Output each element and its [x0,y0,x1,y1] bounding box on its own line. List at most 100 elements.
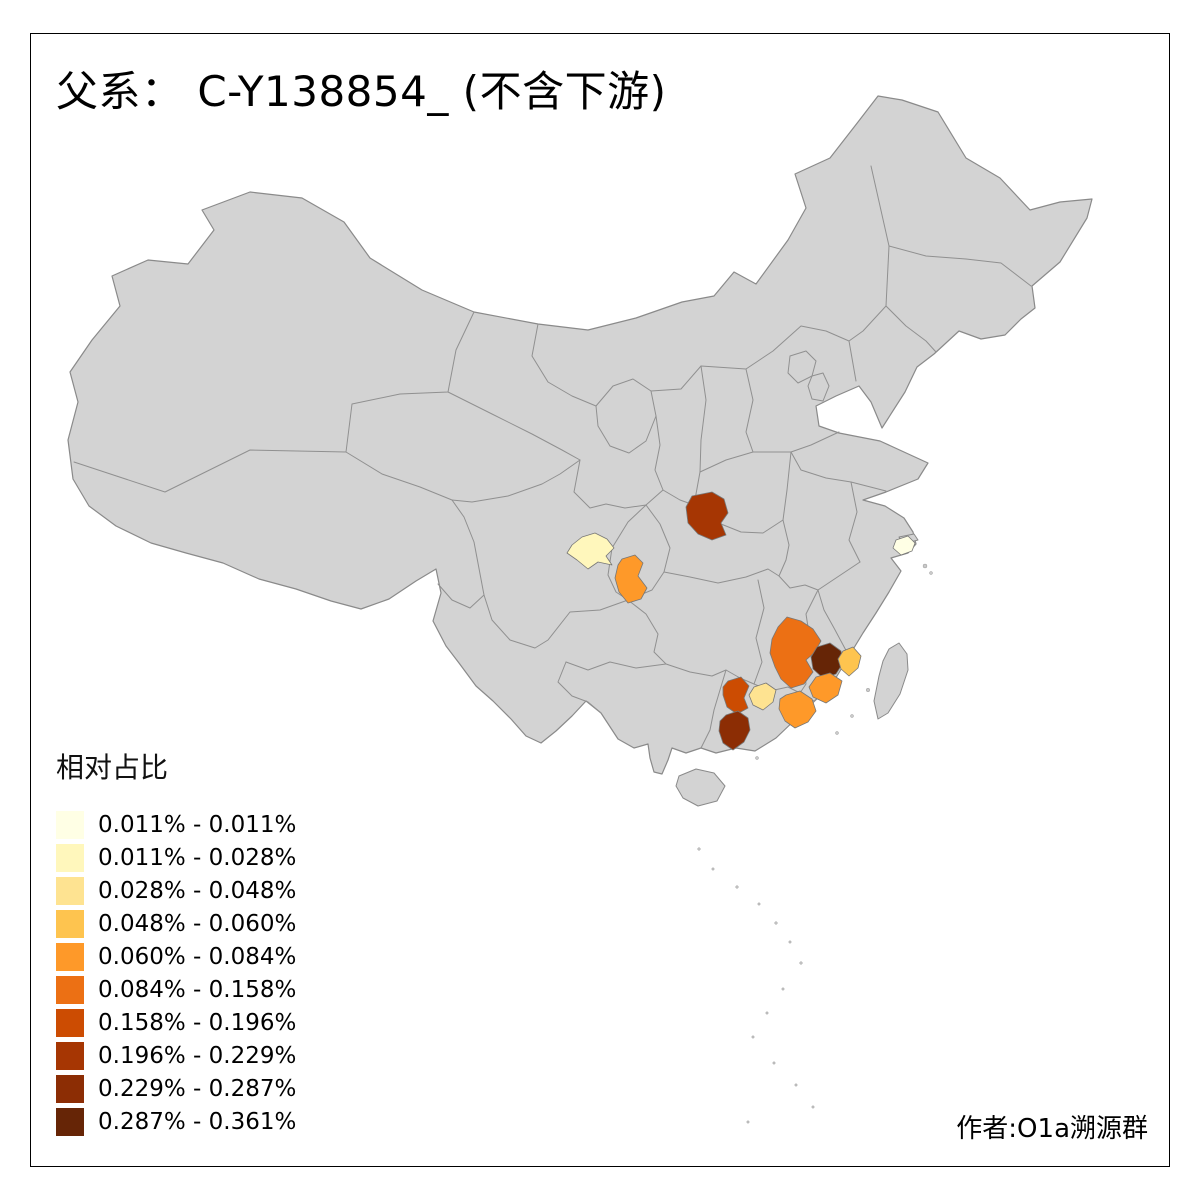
island-speck [781,987,785,991]
map-region-highlight-12 [892,535,916,556]
island-speck [799,961,803,965]
province-border [699,451,792,473]
legend-item: 0.229% - 0.287% [56,1072,296,1105]
legend-item: 0.028% - 0.048% [56,874,296,907]
province-border [531,323,597,407]
island-speck [788,940,792,944]
province-border [817,589,850,657]
province-border [790,451,887,492]
legend-swatch [56,876,84,905]
map-title: 父系： C-Y138854_ (不含下游) [56,67,667,116]
legend-swatch-color [56,942,84,971]
legend-item: 0.011% - 0.011% [56,808,296,841]
island-speck [755,756,759,760]
island-taiwan [873,642,909,720]
island-speck [865,687,871,693]
island-specks [697,563,933,1124]
map-region-highlight-6 [837,646,862,677]
map-region-highlight-7 [808,672,843,704]
legend-label: 0.229% - 0.287% [98,1075,297,1102]
province-border [817,561,861,591]
island-speck [765,1011,769,1015]
province-borders [73,165,1032,749]
map-region-highlight-3 [614,554,648,604]
legend-swatch [56,942,84,971]
island-speck [811,1105,815,1109]
legend-label: 0.060% - 0.084% [98,943,297,970]
legend-item: 0.060% - 0.084% [56,940,296,973]
province-border [753,579,765,685]
legend-swatch-color [56,1008,84,1037]
province-border [73,311,475,493]
legend-title: 相对占比 [56,751,169,784]
province-border [483,594,629,649]
province-border [790,431,840,453]
legend-label: 0.028% - 0.048% [98,877,297,904]
legend-swatch-color [56,876,84,905]
legend-label: 0.158% - 0.196% [98,1009,297,1036]
island-speck [757,902,761,906]
plot-border-frame [30,33,1170,1167]
island-speck [711,867,715,871]
province-border [650,325,850,392]
province-border [645,504,671,573]
legend-label: 0.084% - 0.158% [98,976,297,1003]
map-region-highlight-2 [566,532,615,570]
island-speck [835,731,839,735]
province-border [595,378,657,454]
legend-label: 0.287% - 0.361% [98,1108,297,1135]
map-region-highlight-1 [685,491,729,541]
legend-swatch [56,1107,84,1136]
province-border [627,599,667,665]
province-border [565,661,667,671]
legend-item: 0.011% - 0.028% [56,841,296,874]
island-speck [850,714,854,718]
legend-swatch [56,843,84,872]
province-border [700,669,727,749]
province-border [745,368,754,453]
legend-swatch-color [56,810,84,839]
province-border [447,391,581,461]
legend-item: 0.048% - 0.060% [56,907,296,940]
province-border [345,451,485,609]
highlighted-regions [566,491,916,751]
legend-swatch-color [56,975,84,1004]
province-border [699,365,707,473]
legend-swatch-color [56,1074,84,1103]
legend: 相对占比 0.011% - 0.011% 0.011% - 0.028% 0.0… [56,746,296,1138]
legend-item: 0.158% - 0.196% [56,1006,296,1039]
island-speck [735,885,739,889]
map-region-highlight-5 [810,642,844,679]
legend-item: 0.287% - 0.361% [56,1105,296,1138]
legend-swatch [56,1074,84,1103]
province-border [888,245,1032,287]
legend-label: 0.196% - 0.229% [98,1042,297,1069]
island-speck [794,1083,798,1087]
legend-item: 0.196% - 0.229% [56,1039,296,1072]
island-speck [751,1035,755,1039]
china-landmass [67,95,1093,775]
province-border [663,568,780,584]
province-border [451,459,581,503]
province-border [848,305,887,342]
legend-swatch [56,975,84,1004]
map-region-highlight-9 [748,682,777,711]
legend-item: 0.084% - 0.158% [56,973,296,1006]
province-border [848,340,857,382]
island-speck [774,921,778,925]
legend-swatch [56,909,84,938]
province-border [848,481,861,563]
legend-swatch [56,1008,84,1037]
legend-label: 0.011% - 0.028% [98,844,297,871]
legend-label: 0.048% - 0.060% [98,910,297,937]
legend-swatch-color [56,1041,84,1070]
island-hainan [675,768,726,807]
island-speck [746,1120,750,1124]
map-region-highlight-8 [722,676,750,715]
province-border [654,415,695,506]
island-speck [929,571,933,575]
island-speck [697,847,701,851]
province-border [557,661,602,714]
island-speck [922,563,928,569]
